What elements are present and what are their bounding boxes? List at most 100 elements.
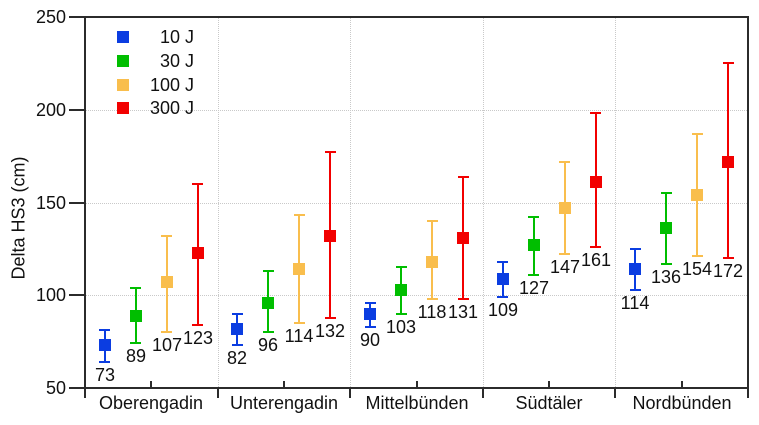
errorbar-bottom-cap (325, 317, 336, 319)
x-axis-boundary-tick (747, 389, 749, 398)
x-axis-boundary-tick (614, 389, 616, 398)
value-label: 73 (94, 365, 116, 385)
errorbar-bottom-cap (396, 313, 407, 315)
value-label: 114 (284, 326, 314, 346)
data-point-marker (192, 247, 204, 259)
data-point-marker (497, 273, 509, 285)
errorbar-bottom-cap (590, 246, 601, 248)
value-label: 82 (226, 348, 248, 368)
y-axis-tick (69, 109, 85, 111)
errorbar-bottom-cap (192, 324, 203, 326)
x-axis-center-tick (548, 381, 550, 387)
y-axis-tick-label: 200 (35, 100, 66, 120)
errorbar-bottom-cap (427, 298, 438, 300)
x-axis-boundary-tick (217, 389, 219, 398)
errorbar-top-cap (427, 220, 438, 222)
errorbar-bottom-cap (161, 331, 172, 333)
errorbar-bottom-cap (232, 344, 243, 346)
errorbar-bottom-cap (130, 342, 141, 344)
data-point-marker (395, 284, 407, 296)
value-label: 114 (620, 293, 650, 313)
errorbar-top-cap (692, 133, 703, 135)
y-axis-title: Delta HS3 (cm) (8, 156, 29, 280)
x-axis-boundary-tick (349, 389, 351, 398)
x-axis-boundary-tick (84, 389, 86, 398)
errorbar-top-cap (325, 151, 336, 153)
right-border-line (747, 16, 749, 389)
errorbar-top-cap (661, 192, 672, 194)
group-separator-gridline (615, 18, 616, 387)
data-point-marker (293, 263, 305, 275)
data-point-marker (590, 176, 602, 188)
errorbar-top-cap (723, 62, 734, 64)
errorbar-top-cap (294, 214, 305, 216)
errorbar-bottom-cap (723, 257, 734, 259)
data-point-marker (231, 323, 243, 335)
category-label: Südtäler (515, 393, 583, 413)
data-point-marker (364, 308, 376, 320)
errorbar-top-cap (161, 235, 172, 237)
y-axis-tick-label: 50 (45, 378, 66, 398)
data-point-marker (99, 339, 111, 351)
y-axis-tick-label: 100 (35, 285, 66, 305)
errorbar-top-cap (497, 261, 508, 263)
value-label: 131 (447, 302, 479, 322)
value-label: 154 (681, 259, 713, 279)
errorbar-top-cap (396, 266, 407, 268)
value-label: 103 (385, 317, 417, 337)
category-label: Nordbünden (632, 393, 732, 413)
value-label: 147 (549, 257, 581, 277)
value-label: 172 (712, 261, 744, 281)
errorbar-bottom-cap (99, 361, 110, 363)
value-label: 90 (359, 330, 381, 350)
errorbar-top-cap (99, 329, 110, 331)
value-label: 136 (650, 267, 682, 287)
errorbar-bottom-cap (263, 331, 274, 333)
legend-swatch (117, 79, 129, 91)
data-point-marker (528, 239, 540, 251)
group-separator-gridline (350, 18, 351, 387)
errorbar-top-cap (630, 248, 641, 250)
value-label: 127 (518, 278, 550, 298)
errorbar-bottom-cap (458, 298, 469, 300)
data-point-marker (722, 156, 734, 168)
data-point-marker (629, 263, 641, 275)
legend-swatch (117, 55, 129, 67)
errorbar-top-cap (130, 287, 141, 289)
legend-swatch (117, 102, 129, 114)
legend-label: 30 J (159, 51, 194, 71)
group-separator-gridline (483, 18, 484, 387)
legend-label: 300 J (149, 98, 194, 118)
legend-swatch (117, 31, 129, 43)
errorbar-bottom-cap (294, 322, 305, 324)
data-point-marker (426, 256, 438, 268)
errorbar-top-cap (232, 313, 243, 315)
y-axis-tick (69, 387, 85, 389)
y-axis-tick (69, 294, 85, 296)
x-axis-center-tick (150, 381, 152, 387)
y-axis-tick (69, 202, 85, 204)
x-axis-boundary-tick (482, 389, 484, 398)
errorbar-bottom-cap (365, 326, 376, 328)
errorbar-bottom-cap (661, 263, 672, 265)
errorbar-bottom-cap (497, 296, 508, 298)
category-label: Oberengadin (98, 393, 204, 413)
errorbar-bottom-cap (528, 274, 539, 276)
value-label: 109 (487, 300, 519, 320)
category-label: Unterengadin (229, 393, 339, 413)
data-point-marker (130, 310, 142, 322)
data-point-marker (457, 232, 469, 244)
value-label: 107 (151, 335, 183, 355)
value-label: 161 (580, 250, 612, 270)
errorbar-bottom-cap (692, 255, 703, 257)
x-axis-center-tick (283, 381, 285, 387)
errorbar-top-cap (590, 112, 601, 114)
data-point-marker (262, 297, 274, 309)
errorbar-top-cap (528, 216, 539, 218)
value-label: 123 (182, 328, 214, 348)
errorbar-top-cap (263, 270, 274, 272)
x-axis-line (84, 387, 749, 389)
errorbar-top-cap (458, 176, 469, 178)
horizontal-gridline (86, 295, 747, 296)
